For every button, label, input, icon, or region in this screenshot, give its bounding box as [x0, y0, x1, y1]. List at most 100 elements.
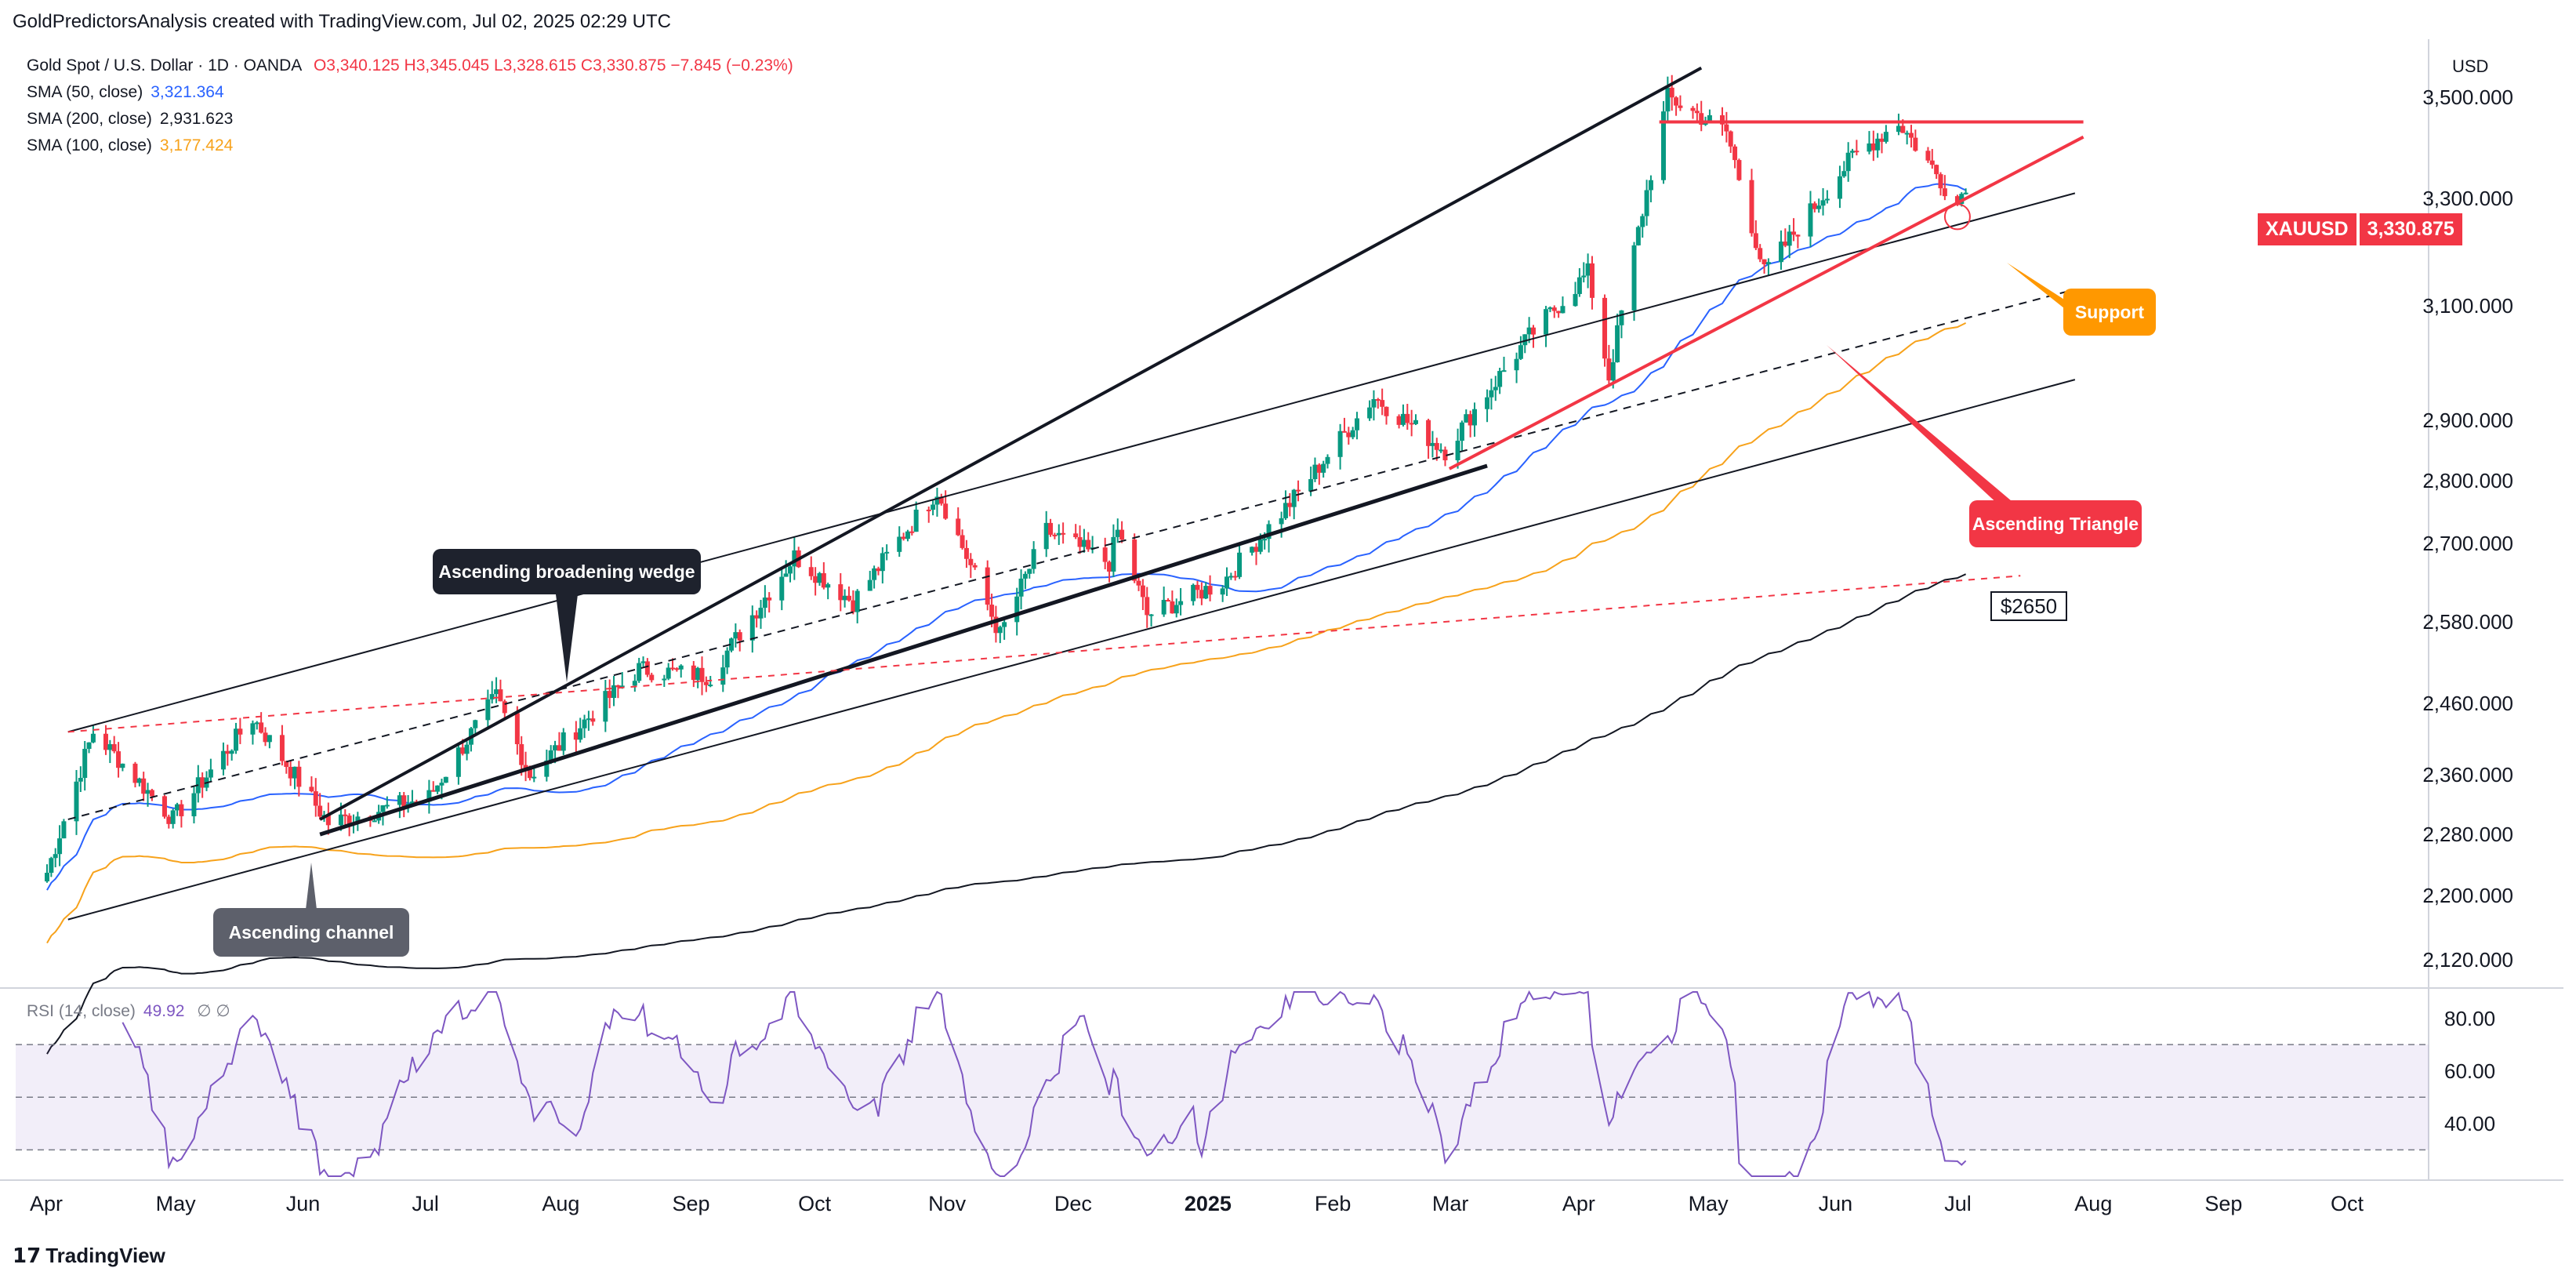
wedge-callout-tail: [556, 594, 578, 682]
sma50-label: SMA (50, close): [27, 83, 143, 101]
candle-body: [1073, 533, 1079, 538]
candle-body: [573, 732, 579, 740]
candle-body: [934, 496, 940, 505]
tradingview-footer[interactable]: 𝟭𝟳 TradingView: [13, 1244, 165, 1268]
month-tick: 2025: [1184, 1192, 1232, 1215]
candle-body: [582, 719, 587, 728]
ohlc-readout: O3,340.125 H3,345.045 L3,328.615 C3,330.…: [313, 56, 793, 74]
price-tick: 2,460.000: [2422, 692, 2513, 716]
triangle-bottom-line: [1448, 135, 2084, 470]
symbol-legend[interactable]: Gold Spot / U.S. Dollar · 1D · OANDA O3,…: [27, 56, 793, 75]
candle-body: [1808, 203, 1813, 237]
candle-body: [1375, 399, 1381, 401]
sma200-label: SMA (200, close): [27, 110, 152, 128]
candle-body: [1585, 263, 1591, 276]
wedge-lower-line: [319, 463, 1488, 837]
price-tick: 2,800.000: [2422, 469, 2513, 493]
candle-body: [166, 816, 172, 824]
month-tick: Mar: [1431, 1192, 1469, 1215]
candle-body: [1043, 522, 1049, 550]
candle-body: [1530, 327, 1536, 335]
price-tick: 2,280.000: [2422, 823, 2513, 847]
sma50-legend[interactable]: SMA (50, close) 3,321.364: [27, 83, 224, 102]
candle-body: [548, 750, 553, 761]
candle-body: [409, 801, 415, 805]
candle-body: [1544, 309, 1549, 335]
candle-body: [254, 722, 259, 725]
candle-body: [674, 668, 680, 670]
candle-body: [267, 735, 272, 743]
price-tick: 2,900.000: [2422, 409, 2513, 433]
candle-body: [439, 783, 444, 786]
candle-body: [1879, 138, 1885, 142]
candle-body: [1732, 146, 1738, 161]
candle-body: [644, 661, 650, 675]
candle-body: [191, 793, 197, 816]
channel-mid-line: [67, 289, 2076, 820]
candle-body: [1761, 259, 1767, 265]
candle-body: [1102, 547, 1108, 562]
candle-body: [561, 732, 566, 751]
candle-body: [132, 763, 138, 783]
candle-body: [1925, 151, 1931, 161]
price-tick: 3,100.000: [2422, 294, 2513, 318]
candle-body: [968, 558, 974, 565]
sma50-line: [46, 183, 1967, 891]
candle-body: [926, 509, 931, 511]
support-callout-label: Support: [2075, 302, 2144, 322]
month-tick: Sep: [2204, 1192, 2243, 1215]
candle-body: [380, 805, 386, 812]
current-price-tag: XAUUSD 3,330.875: [2258, 213, 2462, 245]
candle-body: [1669, 87, 1674, 98]
month-tick: Aug: [542, 1192, 580, 1215]
candle-body: [1396, 416, 1402, 425]
candle-body: [792, 550, 797, 567]
candle-body: [699, 667, 705, 682]
sma200-legend[interactable]: SMA (200, close) 2,931.623: [27, 110, 233, 129]
candle-body: [1203, 586, 1209, 599]
candle-body: [1468, 414, 1473, 426]
candle-body: [86, 742, 92, 749]
month-tick: Apr: [30, 1192, 63, 1215]
candle-body: [384, 805, 390, 807]
rsi-value: 49.92: [143, 1002, 185, 1020]
rsi-legend[interactable]: RSI (14, close) 49.92 ∅ ∅: [27, 1001, 230, 1021]
candle-body: [1883, 132, 1888, 142]
candle-body: [1439, 449, 1444, 452]
candle-body: [435, 785, 441, 792]
candle-body: [519, 744, 524, 765]
candle-body: [1665, 87, 1671, 112]
candle-body: [325, 815, 331, 826]
candle-body: [821, 572, 826, 588]
candle-body: [1753, 233, 1758, 249]
candle-body: [1522, 334, 1528, 346]
candle-body: [1413, 420, 1419, 424]
candle-body: [838, 584, 844, 601]
candle-body: [57, 838, 63, 855]
candle-body: [1031, 549, 1036, 569]
candle-body: [557, 745, 562, 751]
candle-body: [867, 579, 873, 591]
candle-body: [1854, 151, 1859, 153]
sma100-legend[interactable]: SMA (100, close) 3,177.424: [27, 136, 233, 155]
candle-body: [78, 778, 83, 782]
candle-body: [1489, 390, 1494, 398]
candle-body: [1619, 310, 1624, 325]
level-2650-label: $2650: [2001, 594, 2057, 618]
candle-body: [1107, 561, 1112, 572]
candle-body: [179, 804, 184, 816]
candle-body: [1132, 539, 1137, 581]
candle-body: [145, 790, 151, 794]
currency-label: USD: [2452, 56, 2489, 76]
month-tick: Jun: [285, 1192, 321, 1215]
candle-body: [1904, 133, 1910, 135]
candle-body: [443, 776, 448, 783]
rsi-tick: 80.00: [2444, 1006, 2496, 1030]
candle-body: [670, 667, 676, 670]
candle-body: [149, 790, 154, 797]
candle-body: [963, 547, 969, 559]
channel-lower-line: [67, 379, 2076, 921]
candle-body: [1405, 413, 1410, 423]
candle-body: [317, 805, 323, 817]
